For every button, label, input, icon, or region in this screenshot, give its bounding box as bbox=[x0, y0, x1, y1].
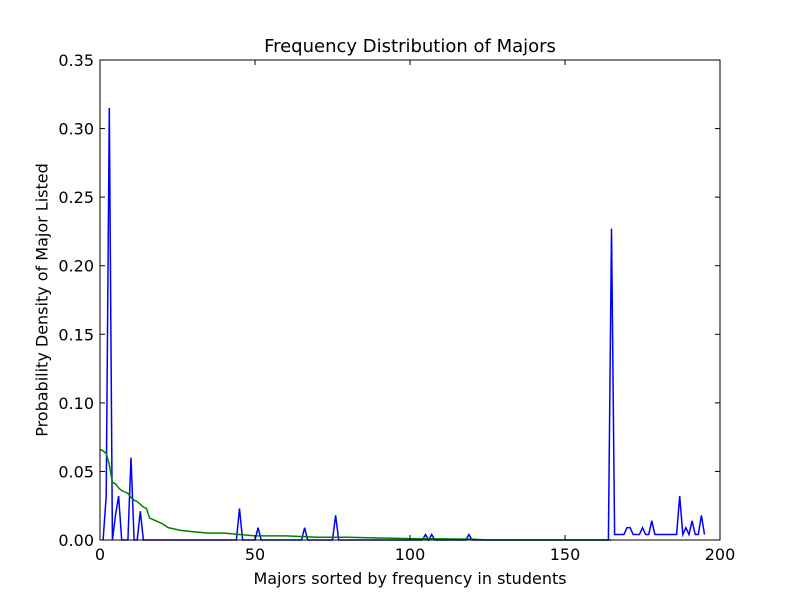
y-tick-label: 0.15 bbox=[58, 325, 94, 344]
y-tick-label: 0.10 bbox=[58, 394, 94, 413]
plot-frame bbox=[99, 59, 721, 541]
series-line-2 bbox=[99, 448, 612, 541]
x-tick-label: 0 bbox=[95, 545, 105, 564]
x-tick-label: 200 bbox=[705, 545, 736, 564]
series-line-1 bbox=[102, 107, 706, 542]
y-tick-label: 0.00 bbox=[58, 531, 94, 550]
chart-title: Frequency Distribution of Majors bbox=[264, 36, 556, 57]
x-tick-label: 50 bbox=[245, 545, 265, 564]
y-tick-label: 0.20 bbox=[58, 257, 94, 276]
x-tick-label: 150 bbox=[550, 545, 581, 564]
x-axis-label: Majors sorted by frequency in students bbox=[253, 569, 567, 588]
y-tick-label: 0.30 bbox=[58, 120, 94, 139]
x-tick-label: 100 bbox=[395, 545, 426, 564]
y-tick-label: 0.05 bbox=[58, 462, 94, 481]
y-tick-label: 0.25 bbox=[58, 188, 94, 207]
y-tick-label: 0.35 bbox=[58, 51, 94, 70]
